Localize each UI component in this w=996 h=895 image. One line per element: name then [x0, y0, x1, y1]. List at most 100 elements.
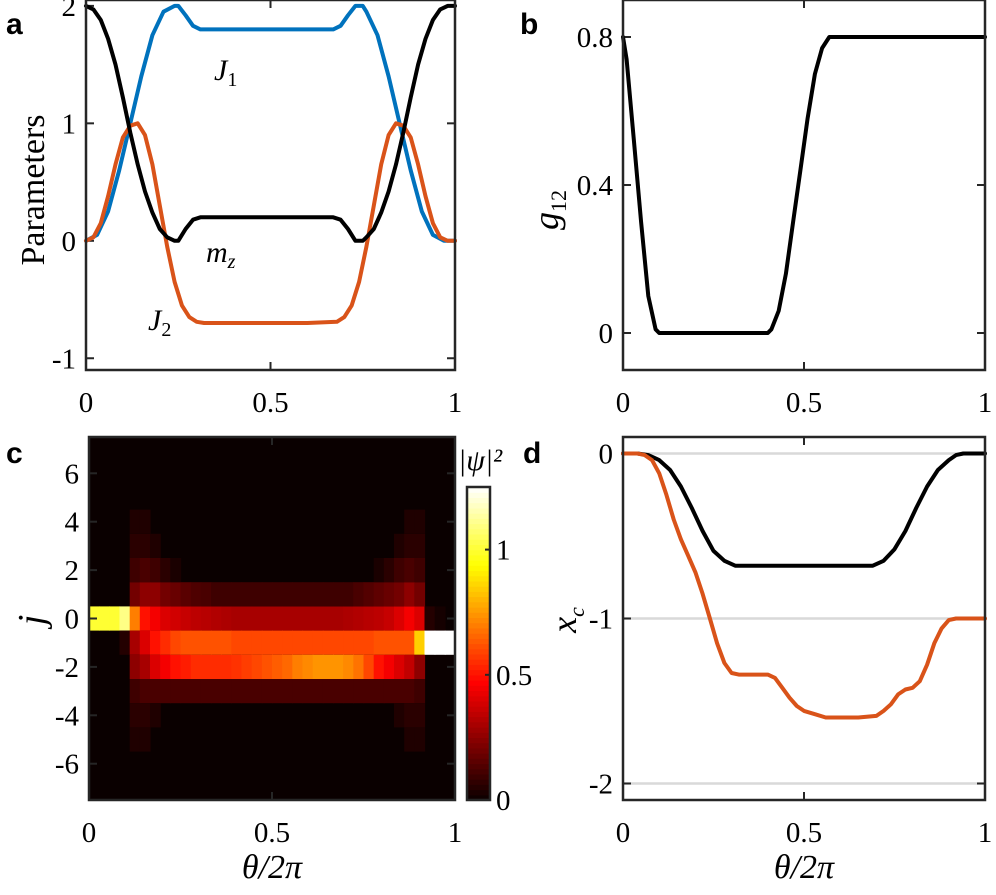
heatmap-cell — [394, 679, 405, 704]
heatmap-cell — [139, 558, 151, 583]
heatmap-cell — [129, 558, 141, 583]
heatmap-cell — [343, 630, 354, 655]
heatmap-cell — [150, 582, 161, 607]
heatmap-cell — [211, 582, 222, 607]
heatmap-cell — [200, 679, 212, 704]
heatmap-cell — [221, 679, 232, 704]
heatmap-cell — [139, 654, 151, 679]
heatmap-cell — [343, 606, 354, 631]
panel-a-series-mz — [84, 3, 457, 243]
heatmap-cell — [160, 582, 171, 607]
panel-d-xtick-label: 0 — [616, 817, 631, 849]
heatmap-cell — [383, 582, 395, 607]
colorbar-segment — [467, 716, 490, 723]
heatmap-cell — [353, 630, 365, 655]
heatmap-cell — [404, 509, 415, 534]
colorbar-segment — [467, 638, 490, 645]
heatmap-cell — [404, 727, 415, 752]
heatmap-cell — [404, 654, 415, 679]
heatmap-cell — [170, 679, 182, 704]
heatmap-cell — [292, 654, 304, 679]
panel-b-label: b — [520, 8, 538, 41]
colorbar-segment — [467, 690, 490, 697]
heatmap-cell — [119, 606, 131, 631]
panel-c-ytick-label: 6 — [65, 458, 80, 490]
panel-c-xtick-label: 0 — [82, 817, 97, 849]
colorbar-segment — [467, 627, 490, 634]
heatmap-cell — [200, 606, 212, 631]
heatmap-cell — [190, 654, 202, 679]
heatmap-cell — [180, 679, 192, 704]
panel-b-ytick-label: 0.4 — [577, 170, 614, 202]
heatmap-cell — [150, 630, 161, 655]
panel-d-xlabel: θ/2π — [774, 849, 835, 886]
panel-b-axes-box — [621, 0, 987, 372]
heatmap-cell — [150, 558, 161, 583]
heatmap-cell — [272, 630, 283, 655]
colorbar-segment — [467, 706, 490, 712]
heatmap-cell — [322, 630, 334, 655]
colorbar-segment — [467, 580, 490, 587]
heatmap-cell — [383, 558, 395, 583]
panel-c-ytick-label: -4 — [55, 700, 80, 732]
colorbar-segment — [467, 758, 490, 765]
panel-b-series-0 — [621, 35, 987, 335]
heatmap-cell — [383, 630, 395, 655]
colorbar-segment — [467, 586, 490, 592]
heatmap-cell — [373, 679, 385, 704]
heatmap-cell — [292, 582, 304, 607]
colorbar-segment — [467, 669, 490, 676]
panel-b-ytick-label: 0.8 — [577, 22, 613, 54]
heatmap-cell — [211, 606, 222, 631]
heatmap-cell — [394, 606, 405, 631]
panel-a-ytick-label: 1 — [62, 108, 77, 140]
heatmap-cell — [241, 679, 253, 704]
heatmap-cell — [434, 606, 446, 631]
heatmap-cell — [160, 654, 171, 679]
colorbar-segment — [467, 794, 490, 801]
colorbar-segment — [467, 789, 490, 796]
heatmap-cell — [150, 679, 161, 704]
panel-a-ytick-label: 0 — [62, 226, 77, 258]
colorbar-segment — [467, 674, 490, 681]
panel-a-label: a — [6, 8, 23, 41]
heatmap-cell — [129, 606, 141, 631]
colorbar-segment — [467, 773, 490, 780]
heatmap-cell — [190, 630, 202, 655]
heatmap-cell — [363, 679, 375, 704]
panel-d-series-1 — [621, 451, 987, 720]
heatmap-cell — [261, 679, 273, 704]
heatmap-cell — [373, 654, 385, 679]
colorbar-segment — [467, 763, 490, 770]
heatmap-cell — [150, 533, 161, 558]
heatmap-cell — [150, 654, 161, 679]
colorbar-segment — [467, 711, 490, 718]
heatmap-cell — [150, 606, 161, 631]
heatmap-cell — [261, 630, 273, 655]
colorbar-segment — [467, 784, 490, 791]
heatmap-cell — [394, 703, 405, 728]
colorbar-segment — [467, 528, 490, 535]
heatmap-cell — [353, 606, 365, 631]
heatmap-cell — [129, 533, 141, 558]
colorbar-segment — [467, 507, 490, 514]
heatmap-cell — [261, 606, 273, 631]
panel-c-ytick-label: 4 — [65, 507, 80, 539]
panel-a-xtick-label: 0 — [79, 387, 94, 419]
colorbar-segment — [467, 513, 490, 519]
colorbar-segment — [467, 497, 490, 504]
heatmap-cell — [231, 582, 243, 607]
heatmap-cell — [383, 606, 395, 631]
heatmap-cell — [414, 654, 426, 679]
panel-c-label: c — [6, 437, 23, 470]
panel-a-xtick-label: 0.5 — [252, 387, 288, 419]
colorbar-segment — [467, 643, 490, 650]
heatmap-cell — [282, 679, 293, 704]
colorbar-segment — [467, 596, 490, 603]
colorbar-segment — [467, 700, 490, 707]
heatmap-cell — [190, 606, 202, 631]
heatmap-cell — [200, 630, 212, 655]
